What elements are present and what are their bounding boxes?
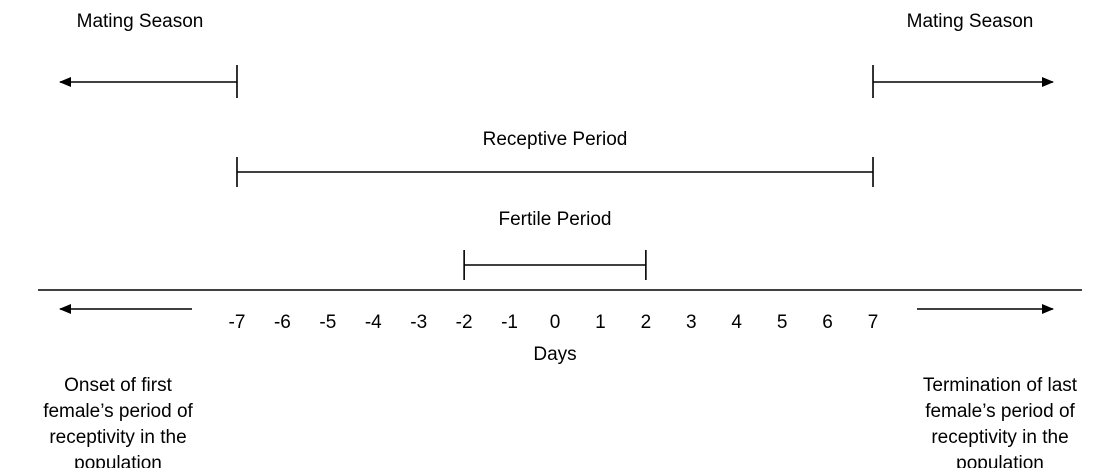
mating-season-label: Mating Season — [77, 11, 204, 32]
note-line: Onset of first — [64, 375, 172, 396]
note-line: population — [956, 453, 1044, 468]
axis-tick-label: 2 — [641, 312, 652, 333]
axis-tick-label: -1 — [501, 312, 518, 333]
fertile-period-label: Fertile Period — [499, 209, 612, 230]
axis-tick-label: 6 — [822, 312, 833, 333]
axis-tick-label: 1 — [595, 312, 606, 333]
note-line: Termination of last — [923, 375, 1078, 396]
axis-tick-label: -2 — [456, 312, 473, 333]
axis-tick-label: 4 — [731, 312, 742, 333]
receptive-period-label: Receptive Period — [483, 129, 628, 150]
axis-label: Days — [533, 344, 576, 365]
axis-tick-label: 3 — [686, 312, 697, 333]
note-line: population — [74, 453, 162, 468]
axis-tick-label: 5 — [777, 312, 788, 333]
axis-tick-label: -7 — [229, 312, 246, 333]
axis-tick-label: -6 — [274, 312, 291, 333]
axis-tick-label: -3 — [410, 312, 427, 333]
note-line: female’s period of — [43, 401, 193, 422]
axis-tick-label: -5 — [319, 312, 336, 333]
axis-tick-label: 7 — [868, 312, 879, 333]
axis-tick-label: -4 — [365, 312, 382, 333]
axis-tick-label: 0 — [550, 312, 561, 333]
note-line: receptivity in the — [931, 427, 1068, 448]
note-line: female’s period of — [925, 401, 1075, 422]
note-line: receptivity in the — [49, 427, 186, 448]
mating-season-label: Mating Season — [907, 11, 1034, 32]
